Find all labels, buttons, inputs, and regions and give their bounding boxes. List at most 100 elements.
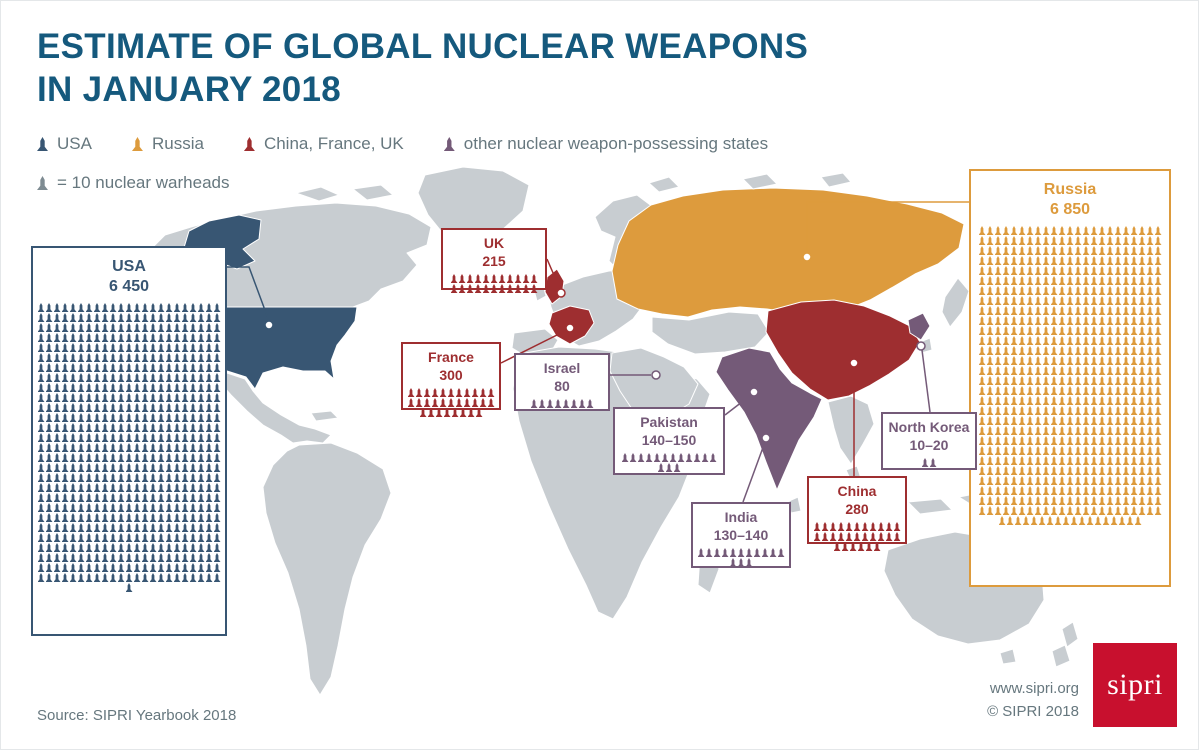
warhead-icon: [37, 373, 45, 382]
warhead-icon: [133, 483, 141, 492]
warhead-icon: [197, 523, 205, 532]
warhead-icon: [1146, 296, 1154, 305]
warhead-icon: [1018, 356, 1026, 365]
warhead-icon: [1010, 236, 1018, 245]
warhead-icon: [85, 483, 93, 492]
warhead-icon: [986, 236, 994, 245]
warhead-icon: [1074, 256, 1082, 265]
warhead-icon: [1090, 466, 1098, 475]
warhead-icon: [173, 563, 181, 572]
warhead-icon: [173, 483, 181, 492]
warhead-icon: [1066, 326, 1074, 335]
warhead-icon: [986, 346, 994, 355]
warhead-icon: [93, 503, 101, 512]
warhead-icon: [61, 493, 69, 502]
warhead-icon: [149, 373, 157, 382]
warhead-icon: [1114, 416, 1122, 425]
warhead-icon: [125, 363, 133, 372]
warhead-icon: [69, 343, 77, 352]
warhead-icon: [133, 403, 141, 412]
warhead-icon: [93, 403, 101, 412]
warhead-icon: [1066, 266, 1074, 275]
warhead-icon: [1146, 416, 1154, 425]
warhead-icon: [986, 366, 994, 375]
warhead-icon: [77, 373, 85, 382]
warhead-icon: [1006, 516, 1014, 525]
warhead-icon: [149, 323, 157, 332]
map-central-asia: [651, 311, 770, 355]
warhead-icon: [1122, 256, 1130, 265]
warhead-icon: [1026, 306, 1034, 315]
warhead-icon: [69, 463, 77, 472]
country-name: North Korea: [888, 419, 970, 435]
warhead-icon: [117, 313, 125, 322]
warhead-icon: [37, 473, 45, 482]
warhead-icon: [994, 376, 1002, 385]
warhead-icon: [978, 406, 986, 415]
warhead-icon: [1090, 486, 1098, 495]
warhead-icon: [173, 523, 181, 532]
warhead-icon: [133, 513, 141, 522]
warhead-icon: [117, 333, 125, 342]
warhead-icon: [1122, 466, 1130, 475]
warhead-icon: [93, 473, 101, 482]
warhead-icon: [978, 316, 986, 325]
warhead-icon: [415, 388, 423, 397]
warhead-icon: [1074, 296, 1082, 305]
warhead-icon: [85, 423, 93, 432]
warhead-icon: [173, 463, 181, 472]
warhead-icon: [1090, 366, 1098, 375]
warhead-icon: [117, 433, 125, 442]
warhead-icon: [205, 343, 213, 352]
warhead-icon: [85, 373, 93, 382]
warhead-icon: [474, 274, 482, 283]
warhead-icon: [205, 363, 213, 372]
warhead-icon: [61, 533, 69, 542]
warhead-icon: [994, 326, 1002, 335]
warhead-icon: [546, 399, 554, 408]
warhead-icon: [1098, 296, 1106, 305]
warhead-icon: [69, 493, 77, 502]
warhead-icon: [53, 323, 61, 332]
warhead-icon: [1074, 336, 1082, 345]
warhead-icon: [821, 522, 829, 531]
warhead-icon: [1050, 506, 1058, 515]
warhead-icon: [1122, 396, 1130, 405]
warhead-icon: [117, 533, 125, 542]
website-link[interactable]: www.sipri.org: [989, 680, 1079, 697]
warhead-icon: [1018, 326, 1026, 335]
warhead-icon: [1010, 366, 1018, 375]
source-note: Source: SIPRI Yearbook 2018: [37, 707, 237, 724]
warhead-icon: [205, 513, 213, 522]
warhead-icon: [1042, 466, 1050, 475]
warhead-icon: [1154, 476, 1162, 485]
warhead-icon: [1042, 426, 1050, 435]
warhead-icon: [173, 513, 181, 522]
warhead-icon: [157, 413, 165, 422]
warhead-icon: [1138, 286, 1146, 295]
warhead-icon: [1050, 446, 1058, 455]
warhead-icon: [1086, 516, 1094, 525]
warhead-icon: [93, 343, 101, 352]
warhead-icon: [986, 506, 994, 515]
warhead-icon: [53, 443, 61, 452]
warhead-icon: [1106, 466, 1114, 475]
warhead-icon: [37, 393, 45, 402]
warhead-icon: [109, 533, 117, 542]
warhead-icon: [181, 403, 189, 412]
warhead-icon: [1138, 296, 1146, 305]
warhead-icon: [1066, 316, 1074, 325]
warhead-icon: [117, 553, 125, 562]
warhead-icon: [197, 303, 205, 312]
warhead-icon: [85, 563, 93, 572]
warhead-icon: [1138, 276, 1146, 285]
warhead-icon: [157, 323, 165, 332]
warhead-icon: [994, 416, 1002, 425]
warhead-icon: [133, 573, 141, 582]
warhead-icon: [61, 403, 69, 412]
warhead-icon: [1046, 516, 1054, 525]
warhead-icon: [1026, 446, 1034, 455]
warhead-icon: [1106, 426, 1114, 435]
warhead-icon: [1026, 316, 1034, 325]
warhead-icon: [149, 563, 157, 572]
